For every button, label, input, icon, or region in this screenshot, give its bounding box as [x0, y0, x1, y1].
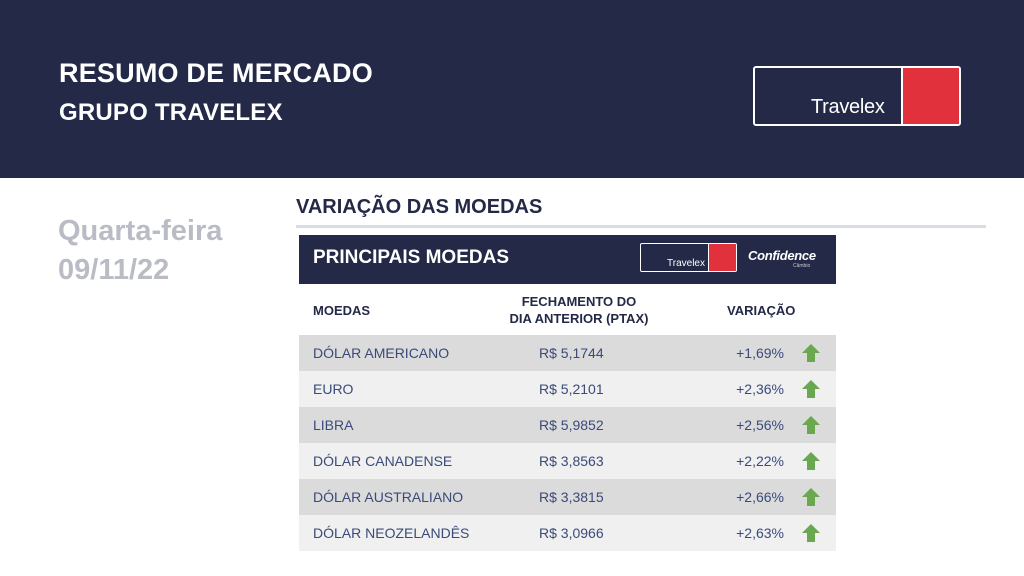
confidence-logo-sub: Câmbio	[793, 263, 811, 269]
currency-name: DÓLAR AUSTRALIANO	[313, 489, 464, 505]
up-arrow-icon	[802, 344, 820, 362]
column-header-fechamento-line2: DIA ANTERIOR (PTAX)	[509, 311, 649, 326]
currency-name: LIBRA	[313, 417, 354, 433]
currency-ptax: R$ 3,3815	[539, 489, 604, 505]
table-row: DÓLAR AMERICANO R$ 5,1744 +1,69%	[299, 335, 836, 371]
currency-variation: +2,66%	[736, 489, 784, 505]
currency-ptax: R$ 3,0966	[539, 525, 604, 541]
table-header-bar: PRINCIPAIS MOEDAS Travelex Confidence Câ…	[299, 235, 836, 284]
table-row: LIBRA R$ 5,9852 +2,56%	[299, 407, 836, 443]
table-column-headers: MOEDAS FECHAMENTO DO DIA ANTERIOR (PTAX)…	[299, 284, 836, 335]
travelex-logo-text: Travelex	[811, 96, 885, 118]
column-header-fechamento: FECHAMENTO DO DIA ANTERIOR (PTAX)	[489, 293, 669, 327]
column-header-moedas: MOEDAS	[313, 303, 371, 318]
up-arrow-icon	[802, 416, 820, 434]
table-row: DÓLAR NEOZELANDÊS R$ 3,0966 +2,63%	[299, 515, 836, 551]
table-row: DÓLAR AUSTRALIANO R$ 3,3815 +2,66%	[299, 479, 836, 515]
date-label: 09/11/22	[58, 254, 170, 286]
currency-ptax: R$ 5,9852	[539, 417, 604, 433]
currency-variation: +2,56%	[736, 417, 784, 433]
currency-ptax: R$ 5,1744	[539, 345, 604, 361]
up-arrow-icon	[802, 452, 820, 470]
up-arrow-icon	[802, 488, 820, 506]
currency-name: DÓLAR AMERICANO	[313, 345, 450, 361]
confidence-logo: Confidence	[748, 248, 816, 263]
column-header-variacao: VARIAÇÃO	[727, 303, 796, 318]
travelex-small-logo: Travelex	[640, 243, 737, 272]
currency-name: EURO	[313, 381, 354, 397]
section-title: VARIAÇÃO DAS MOEDAS	[296, 196, 543, 218]
column-header-fechamento-line1: FECHAMENTO DO	[521, 294, 637, 309]
currency-variation: +1,69%	[736, 345, 784, 361]
currency-variation: +2,22%	[736, 453, 784, 469]
travelex-logo: Travelex	[753, 66, 961, 126]
page-subtitle: GRUPO TRAVELEX	[59, 99, 283, 126]
page-title: RESUMO DE MERCADO	[59, 58, 373, 88]
weekday-label: Quarta-feira	[58, 215, 223, 247]
travelex-small-logo-text: Travelex	[667, 258, 705, 269]
currency-name: DÓLAR CANADENSE	[313, 453, 453, 469]
up-arrow-icon	[802, 524, 820, 542]
currency-table: PRINCIPAIS MOEDAS Travelex Confidence Câ…	[299, 235, 836, 551]
travelex-logo-red-block	[901, 68, 959, 124]
table-title: PRINCIPAIS MOEDAS	[313, 247, 510, 268]
section-divider	[296, 225, 986, 228]
travelex-small-logo-red-block	[708, 244, 736, 271]
header-banner: RESUMO DE MERCADO GRUPO TRAVELEX Travele…	[0, 0, 1024, 178]
currency-variation: +2,63%	[736, 525, 784, 541]
table-body: DÓLAR AMERICANO R$ 5,1744 +1,69% EURO R$…	[299, 335, 836, 551]
currency-variation: +2,36%	[736, 381, 784, 397]
table-row: EURO R$ 5,2101 +2,36%	[299, 371, 836, 407]
table-row: DÓLAR CANADENSE R$ 3,8563 +2,22%	[299, 443, 836, 479]
currency-ptax: R$ 5,2101	[539, 381, 604, 397]
currency-name: DÓLAR NEOZELANDÊS	[313, 525, 470, 541]
up-arrow-icon	[802, 380, 820, 398]
currency-ptax: R$ 3,8563	[539, 453, 604, 469]
